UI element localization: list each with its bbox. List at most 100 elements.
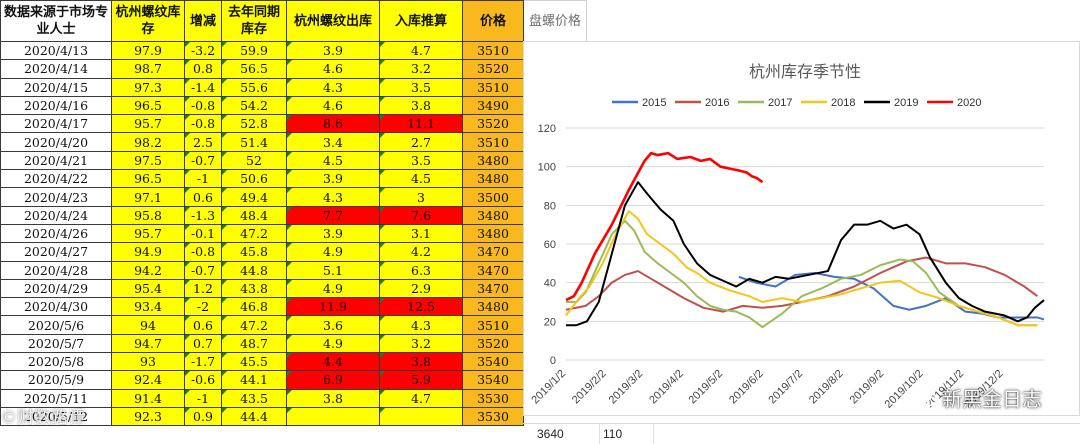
cell-inbound[interactable]: 4.5 (379, 169, 463, 189)
cell-last-year[interactable]: 51.4 (221, 132, 287, 152)
cell-last-year[interactable]: 44.1 (221, 370, 287, 390)
cell-price[interactable]: 3480 (462, 205, 524, 225)
cell-price[interactable]: 3530 (462, 388, 524, 408)
cell-last-year[interactable]: 52.8 (221, 114, 287, 134)
cell-price[interactable]: 3470 (462, 260, 524, 280)
cell-last-year[interactable]: 59.9 (221, 40, 287, 61)
header-date[interactable]: 数据来源于市场专业人士 (0, 0, 112, 42)
cell-date[interactable]: 2020/4/14 (0, 59, 112, 79)
cell-outbound[interactable]: 4.9 (286, 242, 380, 262)
cell-change[interactable]: 0.9 (184, 406, 222, 427)
cell-stock[interactable]: 96.5 (111, 169, 185, 189)
cell-inbound[interactable]: 2.7 (379, 132, 463, 152)
cell-change[interactable]: -1.7 (184, 352, 222, 372)
cell-date[interactable]: 2020/4/30 (0, 297, 112, 317)
cell-price[interactable]: 3480 (462, 223, 524, 244)
cell-last-year[interactable]: 55.6 (221, 77, 287, 97)
cell-last-year[interactable]: 43.5 (221, 388, 287, 408)
cell-outbound[interactable]: 3.9 (286, 169, 380, 189)
cell-inbound[interactable]: 3.2 (379, 59, 463, 79)
cell-inbound[interactable]: 3 (379, 187, 463, 207)
cell-inbound[interactable]: 4.3 (379, 315, 463, 335)
cell-change[interactable]: 0.6 (184, 315, 222, 335)
cell-last-year[interactable]: 47.2 (221, 223, 287, 244)
cell-stock[interactable]: 95.8 (111, 205, 185, 225)
cell-stock[interactable]: 94 (111, 315, 185, 335)
cell-stock[interactable]: 92.3 (111, 406, 185, 427)
cell-last-year[interactable]: 43.8 (221, 278, 287, 299)
cell-last-year[interactable]: 48.7 (221, 333, 287, 354)
cell-date[interactable]: 2020/4/29 (0, 278, 112, 299)
cell-inbound[interactable]: 3.8 (379, 95, 463, 116)
cell-stock[interactable]: 97.3 (111, 77, 185, 97)
cell-stock[interactable]: 97.1 (111, 187, 185, 207)
cell-date[interactable]: 2020/4/20 (0, 132, 112, 152)
cell-change[interactable]: -1 (184, 388, 222, 408)
cell-last-year[interactable]: 56.5 (221, 59, 287, 79)
cell-price[interactable]: 3510 (462, 40, 524, 61)
cell-last-year[interactable]: 44.8 (221, 260, 287, 280)
cell-price[interactable]: 3520 (462, 59, 524, 79)
cell-change[interactable]: 0.6 (184, 187, 222, 207)
cell-stock[interactable]: 98.2 (111, 132, 185, 152)
cell-outbound[interactable]: 4.4 (286, 352, 380, 372)
cell-outbound[interactable]: 3.8 (286, 388, 380, 408)
cell-stock[interactable]: 93 (111, 352, 185, 372)
cell-inbound[interactable]: 4.7 (379, 388, 463, 408)
cell-date[interactable]: 2020/5/7 (0, 333, 112, 354)
cell-outbound[interactable]: 4.6 (286, 95, 380, 116)
cell-change[interactable]: -0.7 (184, 260, 222, 280)
cell-change[interactable]: -0.7 (184, 150, 222, 171)
cell-price[interactable]: 3510 (462, 315, 524, 335)
cell-price[interactable]: 3520 (462, 333, 524, 354)
cell-last-year[interactable]: 47.2 (221, 315, 287, 335)
cell-change[interactable]: -0.8 (184, 95, 222, 116)
cell-date[interactable]: 2020/4/21 (0, 150, 112, 171)
cell-stock[interactable]: 94.9 (111, 242, 185, 262)
cell-change[interactable]: 1.2 (184, 278, 222, 299)
cell-change[interactable]: -0.8 (184, 242, 222, 262)
cell-stock[interactable]: 94.2 (111, 260, 185, 280)
cell-outbound[interactable]: 4.9 (286, 333, 380, 354)
cell-inbound[interactable]: 4.7 (379, 40, 463, 61)
cell-date[interactable]: 2020/4/27 (0, 242, 112, 262)
cell-outbound[interactable]: 4.9 (286, 278, 380, 299)
cell-date[interactable]: 2020/5/12 (0, 406, 112, 427)
cell-date[interactable]: 2020/5/6 (0, 315, 112, 335)
cell-inbound[interactable]: 12.5 (379, 297, 463, 317)
cell-price[interactable]: 3480 (462, 297, 524, 317)
cell-date[interactable]: 2020/4/17 (0, 114, 112, 134)
cell-outbound[interactable]: 3.9 (286, 223, 380, 244)
cell-inbound[interactable]: 6.3 (379, 260, 463, 280)
cell-outbound[interactable]: 4.5 (286, 150, 380, 171)
cell-inbound[interactable]: 11.1 (379, 114, 463, 134)
cell-outbound[interactable]: 3.4 (286, 132, 380, 152)
cell-date[interactable]: 2020/4/24 (0, 205, 112, 225)
cell-last-year[interactable]: 48.4 (221, 205, 287, 225)
cell-price[interactable]: 3510 (462, 132, 524, 152)
cell-price[interactable]: 3510 (462, 77, 524, 97)
cell-outbound[interactable]: 11.9 (286, 297, 380, 317)
cell-price[interactable]: 3490 (462, 95, 524, 116)
cell-date[interactable]: 2020/5/8 (0, 352, 112, 372)
header-outbound[interactable]: 杭州螺纹出库 (286, 0, 380, 42)
seasonal-chart[interactable]: 杭州库存季节性 0 20 40 60 80 100 120 2019/1/2 2019/2/2 20… (523, 41, 1080, 416)
cell-date[interactable]: 2020/4/26 (0, 223, 112, 244)
cell-change[interactable]: -2 (184, 297, 222, 317)
cell-stock[interactable]: 96.5 (111, 95, 185, 116)
cell-date[interactable]: 2020/4/23 (0, 187, 112, 207)
cell-last-year[interactable]: 50.6 (221, 169, 287, 189)
header-inbound[interactable]: 入库推算 (379, 0, 463, 42)
cell-stock[interactable]: 98.7 (111, 59, 185, 79)
cell-last-year[interactable]: 45.5 (221, 352, 287, 372)
cell-outbound[interactable]: 8.6 (286, 114, 380, 134)
cell-date[interactable]: 2020/5/11 (0, 388, 112, 408)
cell-outbound[interactable]: 4.3 (286, 77, 380, 97)
cell-change[interactable]: -0.8 (184, 114, 222, 134)
cell-stock[interactable]: 92.4 (111, 370, 185, 390)
cell-inbound[interactable]: 3.2 (379, 333, 463, 354)
header-stock[interactable]: 杭州螺纹库存 (111, 0, 185, 42)
cell-price[interactable]: 3520 (462, 114, 524, 134)
cell-price[interactable]: 3470 (462, 242, 524, 262)
cell-change[interactable]: 0.7 (184, 333, 222, 354)
